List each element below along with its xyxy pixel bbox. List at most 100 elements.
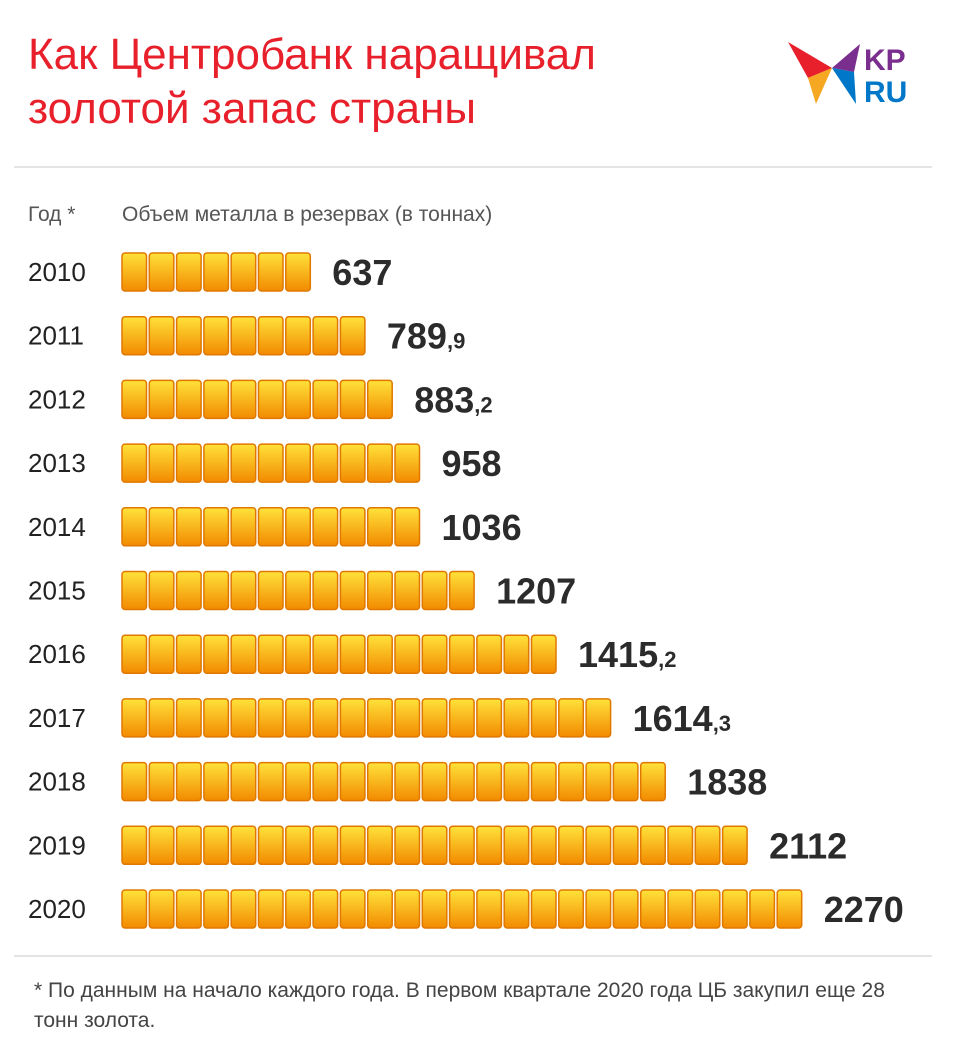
gold-ingot-icon — [230, 252, 257, 292]
bar — [121, 315, 366, 356]
gold-ingot-icon — [476, 634, 503, 674]
footnote: * По данным на начало каждого года. В пе… — [34, 979, 885, 1032]
gold-ingot-icon — [148, 507, 175, 547]
gold-ingot-icon — [394, 570, 421, 611]
gold-ingot-icon — [285, 252, 312, 292]
year-label: 2020 — [28, 894, 86, 924]
gold-ingot-icon — [312, 761, 339, 802]
gold-ingot-icon — [366, 889, 393, 929]
gold-ingot-icon — [366, 379, 393, 420]
gold-ingot-icon — [312, 825, 339, 866]
gold-ingot-icon — [203, 443, 230, 483]
year-label: 2010 — [28, 257, 86, 287]
gold-ingot-icon — [121, 252, 148, 292]
gold-ingot-icon — [394, 889, 421, 929]
gold-ingot-icon — [448, 761, 475, 802]
gold-ingot-icon — [257, 698, 284, 738]
gold-ingot-icon — [312, 443, 339, 483]
gold-ingot-icon — [448, 634, 475, 674]
gold-ingot-icon — [285, 761, 312, 802]
bar — [121, 889, 803, 929]
gold-ingot-icon — [257, 379, 284, 420]
gold-ingot-icon — [203, 761, 230, 802]
gold-ingot-icon — [639, 889, 666, 929]
gold-ingot-icon — [312, 379, 339, 420]
gold-ingot-icon — [776, 889, 803, 929]
gold-ingot-icon — [121, 698, 148, 738]
divider-top — [14, 166, 932, 168]
gold-ingot-icon — [530, 761, 557, 802]
year-label: 2016 — [28, 639, 86, 669]
column-header-year: Год * — [28, 203, 76, 226]
kp-ru-logo[interactable]: KP RU — [786, 38, 936, 110]
gold-ingot-icon — [257, 252, 284, 292]
gold-ingot-icon — [230, 443, 257, 483]
bar-row-2016: 2016 1415,2 — [28, 634, 676, 675]
gold-ingot-icon — [639, 825, 666, 866]
gold-ingot-icon — [503, 825, 530, 866]
year-label: 2015 — [28, 576, 86, 606]
gold-ingot-icon — [339, 698, 366, 738]
bar — [121, 379, 393, 420]
gold-ingot-icon — [558, 761, 585, 802]
gold-ingot-icon — [339, 443, 366, 483]
gold-ingot-icon — [230, 698, 257, 738]
bar-row-2017: 2017 1614,3 — [28, 698, 731, 739]
value-label: 1614,3 — [633, 698, 731, 739]
gold-ingot-icon — [312, 570, 339, 611]
chart-title-line-2: золотой запас страны — [28, 84, 476, 133]
gold-ingot-icon — [257, 443, 284, 483]
gold-ingot-icon — [421, 825, 448, 866]
bar — [121, 634, 557, 674]
gold-ingot-icon — [230, 889, 257, 929]
bar-row-2015: 2015 1207 — [28, 571, 576, 612]
gold-ingot-icon — [366, 761, 393, 802]
gold-ingot-icon — [694, 889, 721, 929]
gold-ingot-icon — [148, 252, 175, 292]
gold-ingot-icon — [121, 889, 148, 929]
gold-ingot-icon — [257, 761, 284, 802]
gold-ingot-icon — [339, 761, 366, 802]
gold-ingot-icon — [203, 570, 230, 611]
gold-ingot-icon — [257, 889, 284, 929]
gold-ingot-icon — [694, 825, 721, 866]
value-label: 958 — [442, 443, 502, 484]
gold-ingot-icon — [558, 825, 585, 866]
gold-ingot-icon — [175, 507, 202, 547]
gold-ingot-icon — [203, 507, 230, 547]
bar-row-2012: 2012 883,2 — [28, 379, 493, 420]
gold-ingot-icon — [257, 570, 284, 611]
gold-ingot-icon — [394, 698, 421, 738]
gold-ingot-icon — [285, 634, 312, 674]
year-label: 2014 — [28, 512, 86, 542]
value-label: 1036 — [442, 507, 522, 548]
value-label: 2270 — [824, 889, 904, 930]
gold-ingot-icon — [503, 889, 530, 929]
gold-ingot-icon — [503, 698, 530, 738]
gold-ingot-icon — [230, 315, 257, 356]
gold-ingot-icon — [285, 825, 312, 866]
bar — [121, 443, 421, 483]
gold-ingot-icon — [476, 761, 503, 802]
gold-ingot-icon — [257, 825, 284, 866]
gold-ingot-icon — [394, 507, 421, 547]
gold-ingot-icon — [285, 379, 312, 420]
gold-ingot-icon — [175, 570, 202, 611]
gold-ingot-icon — [339, 507, 366, 547]
gold-ingot-icon — [203, 315, 230, 356]
gold-ingot-icon — [175, 252, 202, 292]
gold-ingot-icon — [476, 825, 503, 866]
gold-ingot-icon — [148, 698, 175, 738]
gold-ingot-icon — [285, 507, 312, 547]
gold-ingot-icon — [230, 761, 257, 802]
gold-ingot-icon — [667, 825, 694, 866]
gold-ingot-icon — [148, 634, 175, 674]
gold-ingot-icon — [448, 698, 475, 738]
gold-ingot-icon — [530, 634, 557, 674]
gold-ingot-icon — [148, 379, 175, 420]
gold-ingot-icon — [339, 889, 366, 929]
gold-ingot-icon — [285, 889, 312, 929]
gold-ingot-icon — [612, 761, 639, 802]
gold-ingot-icon — [421, 570, 448, 611]
gold-ingot-icon — [394, 634, 421, 674]
